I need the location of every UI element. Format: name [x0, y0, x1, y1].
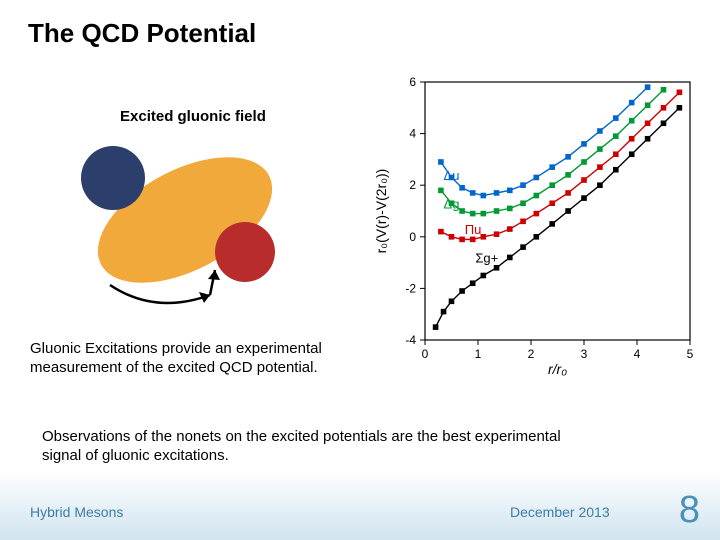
gluon-arrowhead-up [208, 270, 220, 280]
svg-text:3: 3 [581, 347, 588, 361]
page-title: The QCD Potential [28, 18, 256, 49]
svg-text:r₀(V(r)-V(2r₀)): r₀(V(r)-V(2r₀)) [373, 169, 389, 254]
svg-text:2: 2 [528, 347, 535, 361]
flux-tube-ellipse [78, 131, 293, 308]
svg-text:1: 1 [475, 347, 482, 361]
page-number: 8 [679, 489, 700, 532]
gluon-arrowhead [199, 292, 210, 303]
svg-text:r/r₀: r/r₀ [548, 361, 567, 377]
svg-text:Δu: Δu [444, 168, 460, 183]
footer-left: Hybrid Mesons [30, 504, 123, 520]
svg-text:-4: -4 [405, 333, 416, 347]
svg-text:4: 4 [634, 347, 641, 361]
svg-text:2: 2 [409, 178, 416, 192]
svg-text:4: 4 [409, 127, 416, 141]
footer-date: December 2013 [510, 504, 610, 520]
quark-dark [81, 146, 145, 210]
svg-text:0: 0 [409, 230, 416, 244]
gluonic-diagram [55, 130, 315, 320]
svg-text:-2: -2 [405, 281, 416, 295]
excited-gluonic-label: Excited gluonic field [120, 108, 266, 125]
paragraph-1: Gluonic Excitations provide an experimen… [30, 340, 340, 378]
svg-text:Πu: Πu [465, 222, 482, 237]
svg-text:Σg+: Σg+ [475, 251, 498, 266]
quark-red [215, 222, 275, 282]
gluon-arrow-up [210, 270, 215, 295]
paragraph-2: Observations of the nonets on the excite… [42, 428, 602, 466]
svg-text:Δg: Δg [444, 196, 460, 211]
svg-text:0: 0 [422, 347, 429, 361]
svg-text:6: 6 [409, 75, 416, 89]
qcd-potential-chart: 0 1 2 3 4 5 -4 -2 0 2 4 6 r/r₀ r₀(V(r)-V(2r₀)) Σg+ Πu Δg… [370, 72, 700, 380]
gluon-arrow [110, 285, 210, 303]
svg-text:5: 5 [687, 347, 694, 361]
